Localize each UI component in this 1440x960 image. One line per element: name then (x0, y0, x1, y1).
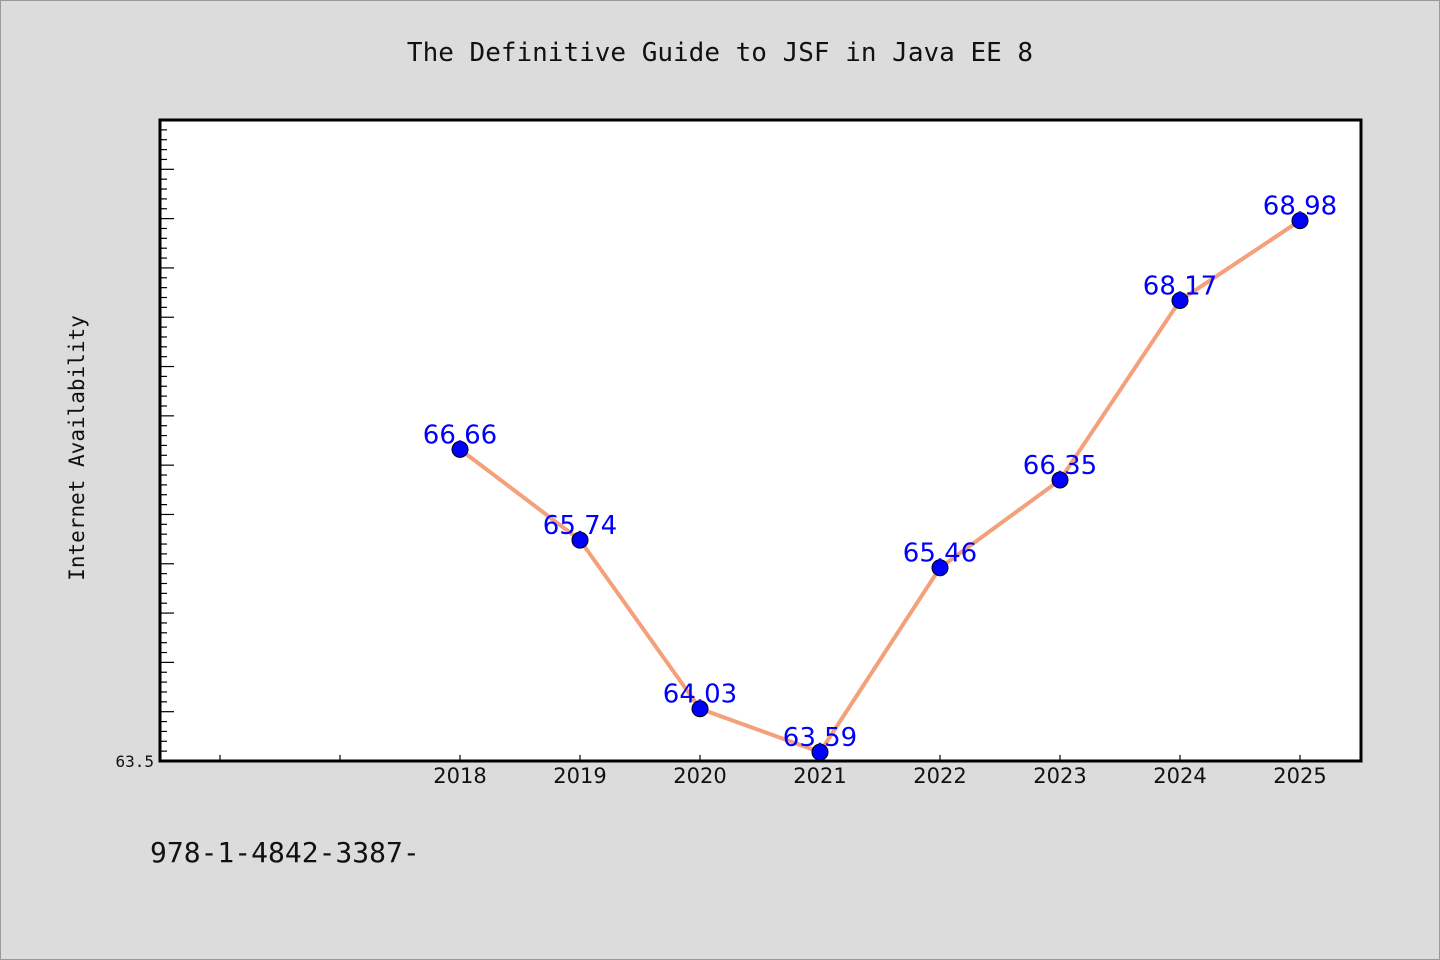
x-tick-label: 2024 (1153, 764, 1206, 788)
data-point-marker (931, 559, 949, 577)
data-markers (451, 212, 1309, 761)
data-label: 68.98 (1263, 192, 1337, 222)
y-axis-label: Internet Availability (65, 315, 89, 581)
data-label: 68.17 (1143, 271, 1217, 301)
data-label: 64.03 (663, 680, 737, 710)
plot-area (158, 118, 1363, 763)
data-point-marker (571, 531, 589, 549)
data-point-marker (1171, 291, 1189, 309)
chart-title: The Definitive Guide to JSF in Java EE 8 (407, 38, 1033, 68)
x-tick-label: 2021 (793, 764, 846, 788)
data-label: 65.74 (543, 511, 617, 541)
x-tick-label: 2022 (913, 764, 966, 788)
data-label: 66.66 (423, 420, 497, 450)
series-line (458, 218, 1302, 755)
x-tick-label: 2019 (553, 764, 606, 788)
data-label: 66.35 (1023, 451, 1097, 481)
data-point-marker (691, 700, 709, 718)
data-point-marker (1291, 212, 1309, 230)
y-axis-ticks: 63.5 (115, 119, 174, 771)
x-axis-ticks: 2018 2019 2020 2021 2022 2023 2024 2025 (219, 755, 1327, 788)
y-tick-label: 63.5 (115, 752, 154, 771)
footer-isbn-text: 978-1-4842-3387- (150, 836, 420, 869)
x-tick-label: 2023 (1033, 764, 1086, 788)
series-line-group (458, 218, 1302, 755)
data-labels: 66.66 65.74 64.03 63.59 65.46 66.35 68.17 68.98 (423, 192, 1337, 754)
x-tick-label: 2020 (673, 764, 726, 788)
data-label: 63.59 (783, 723, 857, 753)
x-tick-label: 2018 (433, 764, 486, 788)
data-point-marker (1051, 471, 1069, 489)
x-tick-label: 2025 (1273, 764, 1326, 788)
data-point-marker (811, 743, 829, 761)
data-label: 65.46 (903, 539, 977, 569)
data-point-marker (451, 440, 469, 458)
